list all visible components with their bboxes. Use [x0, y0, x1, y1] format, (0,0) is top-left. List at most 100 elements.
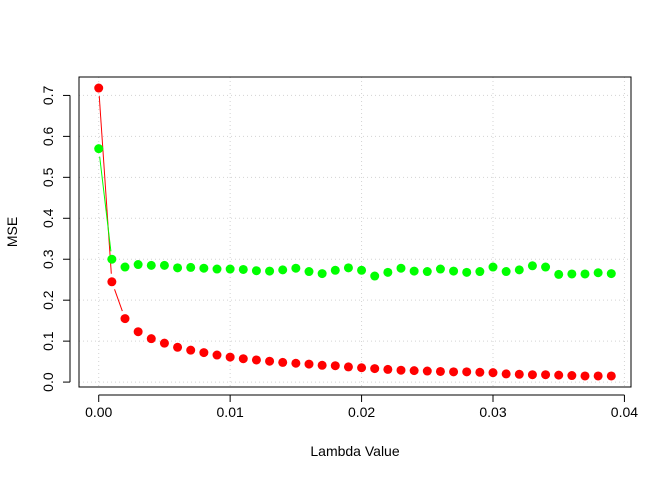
data-point — [422, 366, 432, 376]
data-point — [107, 277, 117, 287]
data-point — [462, 267, 472, 277]
x-tick-label: 0.00 — [85, 404, 112, 420]
data-point — [488, 262, 498, 272]
data-point — [304, 267, 314, 277]
data-point — [475, 267, 485, 277]
data-point — [304, 359, 314, 369]
data-point — [212, 264, 222, 274]
data-point — [146, 334, 156, 344]
data-point — [449, 367, 459, 377]
data-point — [593, 268, 603, 278]
y-tick-label: 0.7 — [40, 85, 56, 105]
series-connector — [114, 289, 123, 312]
data-point — [173, 342, 183, 352]
series-connector — [98, 96, 112, 274]
data-point — [225, 352, 235, 362]
plot-frame — [78, 76, 632, 388]
data-point — [186, 262, 196, 272]
data-point — [330, 361, 340, 371]
data-series — [94, 83, 616, 381]
data-point — [265, 356, 275, 366]
data-point — [107, 254, 117, 264]
x-tick-label: 0.03 — [479, 404, 506, 420]
data-point — [317, 269, 327, 279]
data-point — [251, 355, 261, 365]
data-point — [94, 144, 104, 154]
x-axis: 0.00 0.01 0.02 0.03 0.04 — [85, 394, 638, 420]
data-point — [435, 366, 445, 376]
data-point — [159, 260, 169, 270]
data-point — [278, 265, 288, 275]
data-point — [291, 263, 301, 273]
data-point — [120, 314, 130, 324]
data-point — [159, 338, 169, 348]
y-axis: 0.0 0.1 0.2 0.3 0.4 0.5 0.6 0.7 — [40, 85, 71, 392]
data-point — [501, 369, 511, 379]
data-point — [449, 266, 459, 276]
data-point — [488, 368, 498, 378]
data-point — [238, 354, 248, 364]
data-point — [265, 266, 275, 276]
data-point — [357, 265, 367, 275]
y-tick-label: 0.3 — [40, 249, 56, 269]
data-point — [94, 83, 104, 93]
data-point — [396, 365, 406, 375]
y-tick-label: 0.6 — [40, 126, 56, 146]
data-point — [554, 370, 564, 380]
data-point — [330, 265, 340, 275]
data-point — [383, 267, 393, 277]
data-point — [317, 360, 327, 370]
data-point — [146, 260, 156, 270]
data-point — [225, 264, 235, 274]
data-point — [173, 263, 183, 273]
data-point — [212, 350, 222, 360]
data-point — [514, 369, 524, 379]
y-tick-label: 0.0 — [40, 372, 56, 392]
data-point — [186, 345, 196, 355]
data-point — [120, 262, 130, 272]
data-point — [383, 364, 393, 374]
data-point — [343, 362, 353, 372]
data-point — [422, 267, 432, 277]
x-tick-label: 0.02 — [348, 404, 375, 420]
y-tick-label: 0.2 — [40, 290, 56, 310]
series-2 — [94, 144, 616, 281]
data-point — [409, 366, 419, 376]
data-point — [580, 371, 590, 381]
data-point — [514, 265, 524, 275]
data-point — [567, 269, 577, 279]
data-point — [343, 263, 353, 273]
data-point — [133, 260, 143, 270]
data-point — [593, 371, 603, 381]
data-point — [541, 370, 551, 380]
y-axis-title: MSE — [4, 217, 20, 247]
data-point — [133, 327, 143, 337]
data-point — [278, 357, 288, 367]
data-point — [409, 266, 419, 276]
grid — [79, 77, 631, 387]
x-axis-title: Lambda Value — [310, 443, 399, 459]
series-connector — [99, 156, 112, 252]
data-point — [199, 263, 209, 273]
data-point — [527, 370, 537, 380]
data-point — [238, 264, 248, 274]
data-point — [357, 363, 367, 373]
x-tick-label: 0.01 — [217, 404, 244, 420]
data-point — [580, 269, 590, 279]
x-tick-label: 0.04 — [611, 404, 638, 420]
data-point — [567, 371, 577, 381]
y-tick-label: 0.4 — [40, 208, 56, 228]
data-point — [606, 269, 616, 279]
data-point — [199, 348, 209, 358]
data-point — [606, 371, 616, 381]
y-tick-label: 0.1 — [40, 331, 56, 351]
y-tick-label: 0.5 — [40, 167, 56, 187]
data-point — [501, 267, 511, 277]
series-1 — [94, 83, 616, 381]
data-point — [291, 358, 301, 368]
data-point — [475, 367, 485, 377]
data-point — [435, 264, 445, 274]
data-point — [462, 367, 472, 377]
data-point — [370, 271, 380, 281]
